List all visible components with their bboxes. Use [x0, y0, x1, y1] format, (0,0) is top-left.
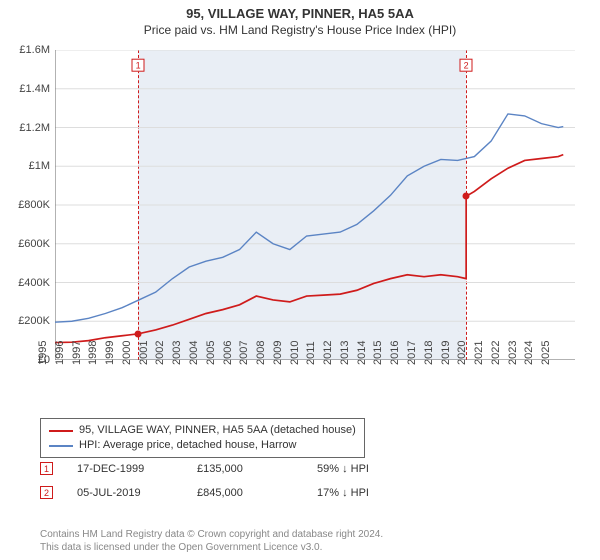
- x-tick-label: 2016: [389, 329, 401, 365]
- attribution-line2: This data is licensed under the Open Gov…: [40, 541, 383, 554]
- x-tick-label: 2023: [507, 329, 519, 365]
- x-tick-label: 2017: [406, 329, 418, 365]
- event-delta: 17% ↓ HPI: [317, 487, 437, 499]
- y-tick-label: £1.2M: [0, 122, 50, 134]
- event-row-1: 1 17-DEC-1999 £135,000 59% ↓ HPI: [40, 462, 560, 475]
- x-tick-label: 2002: [154, 329, 166, 365]
- x-tick-label: 1998: [87, 329, 99, 365]
- legend-label: 95, VILLAGE WAY, PINNER, HA5 5AA (detach…: [79, 423, 356, 438]
- x-tick-label: 2015: [372, 329, 384, 365]
- y-tick-label: £200K: [0, 315, 50, 327]
- event-price: £845,000: [197, 487, 317, 499]
- x-tick-label: 2011: [305, 329, 317, 365]
- attribution: Contains HM Land Registry data © Crown c…: [40, 528, 383, 554]
- x-tick-label: 2022: [490, 329, 502, 365]
- x-tick-label: 1997: [71, 329, 83, 365]
- x-tick-label: 2000: [121, 329, 133, 365]
- event-row-2: 2 05-JUL-2019 £845,000 17% ↓ HPI: [40, 486, 560, 499]
- event-date: 17-DEC-1999: [77, 463, 197, 475]
- attribution-line1: Contains HM Land Registry data © Crown c…: [40, 528, 383, 541]
- x-tick-label: 2018: [423, 329, 435, 365]
- y-tick-label: £800K: [0, 199, 50, 211]
- series-line: [55, 114, 563, 322]
- event-marker-1: 1: [40, 462, 53, 475]
- x-tick-label: 2005: [205, 329, 217, 365]
- event-marker-2: 2: [40, 486, 53, 499]
- y-axis-labels: £0£200K£400K£600K£800K£1M£1.2M£1.4M£1.6M: [0, 50, 55, 360]
- chart-event-point: [135, 330, 142, 337]
- y-tick-label: £1M: [0, 160, 50, 172]
- x-tick-label: 2004: [188, 329, 200, 365]
- y-tick-label: £1.4M: [0, 83, 50, 95]
- x-tick-label: 1999: [104, 329, 116, 365]
- x-tick-label: 2021: [473, 329, 485, 365]
- x-tick-label: 2025: [540, 329, 552, 365]
- x-tick-label: 1995: [37, 329, 49, 365]
- chart-event-point: [463, 193, 470, 200]
- x-tick-label: 2024: [523, 329, 535, 365]
- x-tick-label: 1996: [54, 329, 66, 365]
- x-tick-label: 2003: [171, 329, 183, 365]
- chart-container: 95, VILLAGE WAY, PINNER, HA5 5AA Price p…: [0, 0, 600, 560]
- legend-item: 95, VILLAGE WAY, PINNER, HA5 5AA (detach…: [49, 423, 356, 438]
- x-tick-label: 2010: [289, 329, 301, 365]
- x-tick-label: 2007: [238, 329, 250, 365]
- legend-item: HPI: Average price, detached house, Harr…: [49, 438, 356, 453]
- event-date: 05-JUL-2019: [77, 487, 197, 499]
- legend-swatch: [49, 430, 73, 432]
- legend-label: HPI: Average price, detached house, Harr…: [79, 438, 296, 453]
- x-tick-label: 2014: [356, 329, 368, 365]
- x-tick-label: 2006: [222, 329, 234, 365]
- x-tick-label: 2019: [440, 329, 452, 365]
- legend-swatch: [49, 445, 73, 447]
- event-delta: 59% ↓ HPI: [317, 463, 437, 475]
- x-tick-label: 2020: [456, 329, 468, 365]
- event-price: £135,000: [197, 463, 317, 475]
- chart-event-marker: 2: [460, 59, 473, 72]
- legend: 95, VILLAGE WAY, PINNER, HA5 5AA (detach…: [40, 418, 365, 458]
- x-tick-label: 2012: [322, 329, 334, 365]
- x-tick-label: 2009: [272, 329, 284, 365]
- chart-title: 95, VILLAGE WAY, PINNER, HA5 5AA: [0, 0, 600, 21]
- y-tick-label: £1.6M: [0, 44, 50, 56]
- x-tick-label: 2013: [339, 329, 351, 365]
- plot-area: 12: [55, 50, 575, 360]
- x-tick-label: 2008: [255, 329, 267, 365]
- y-tick-label: £400K: [0, 277, 50, 289]
- x-axis-labels: 1995199619971998199920002001200220032004…: [55, 363, 575, 423]
- chart-event-marker: 1: [132, 59, 145, 72]
- series-line: [55, 155, 563, 343]
- y-tick-label: £600K: [0, 238, 50, 250]
- chart-subtitle: Price paid vs. HM Land Registry's House …: [0, 21, 600, 37]
- chart-svg: [55, 50, 575, 360]
